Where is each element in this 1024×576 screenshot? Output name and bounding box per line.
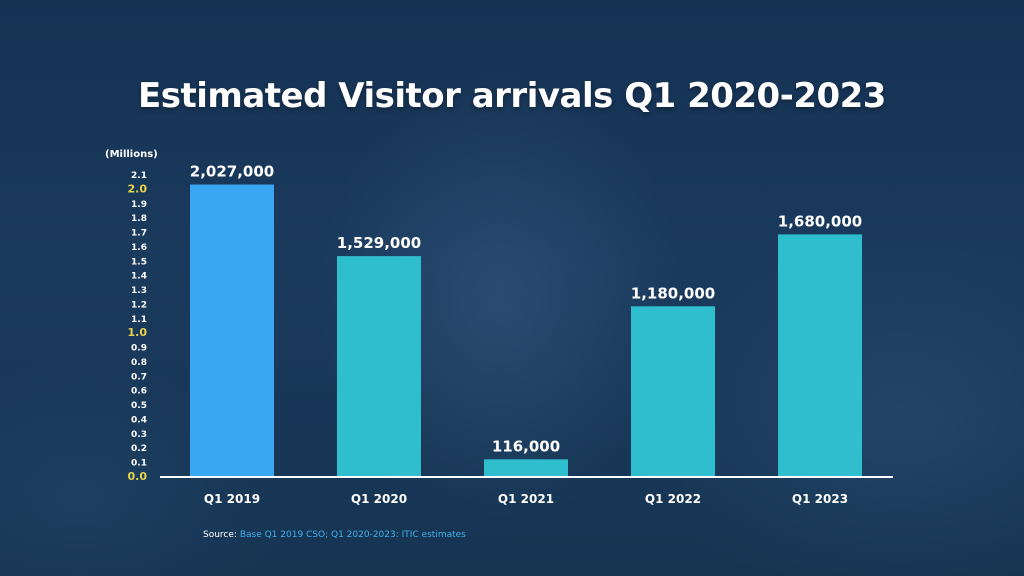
data-label: 1,180,000 [631,284,715,302]
y-tick-label: 0.7 [131,372,147,382]
data-label: 1,529,000 [337,234,421,252]
y-tick-label: 1.9 [131,200,147,210]
data-label: 116,000 [492,437,560,455]
y-tick-label: 1.4 [131,272,147,282]
y-tick-label: 0.8 [131,358,147,368]
y-axis-unit-label: (Millions) [105,149,158,160]
chart-title: Estimated Visitor arrivals Q1 2020-2023 [138,76,886,116]
data-label: 2,027,000 [190,162,274,180]
x-tick-label: Q1 2020 [351,492,407,506]
y-tick-label: 1.6 [131,243,147,253]
bar-q1-2021 [484,459,568,476]
y-tick-label: 2.1 [131,171,147,181]
y-tick-label: 1.3 [131,286,147,296]
source-prefix: Source: [203,530,240,540]
source-text: Base Q1 2019 CSO; Q1 2020-2023: ITIC est… [239,530,466,540]
bars [190,184,862,476]
y-tick-label: 0.0 [128,470,148,483]
y-tick-label: 0.9 [131,344,147,354]
y-axis-ticks: 0.00.1 0.2 0.3 0.4 0.5 0.6 0.7 0.8 0.9 1.01.1 1.2 1… [128,171,148,483]
data-labels: 2,027,000 1,529,000 116,000 1,180,000 1,680,… [190,162,862,455]
x-axis-labels: Q1 2019 Q1 2020 Q1 2021 Q1 2022 Q1 2023 [204,492,848,506]
bar-q1-2022 [631,306,715,476]
bar-q1-2023 [778,234,862,476]
y-tick-label: 1.2 [131,300,147,310]
data-label: 1,680,000 [778,212,862,230]
y-tick-label: 0.3 [131,430,147,440]
y-tick-label: 1.8 [131,214,147,224]
x-tick-label: Q1 2019 [204,492,260,506]
y-tick-label: 1.1 [131,315,147,325]
y-tick-label: 0.6 [131,387,147,397]
y-tick-label: 0.1 [131,459,147,469]
y-tick-label: 1.0 [128,326,148,339]
y-tick-label: 1.7 [131,229,147,239]
source-note: Source: Base Q1 2019 CSO; Q1 2020-2023: … [203,530,466,540]
y-tick-label: 2.0 [128,182,148,195]
y-tick-label: 0.5 [131,401,147,411]
bar-q1-2019 [190,184,274,476]
x-tick-label: Q1 2022 [645,492,701,506]
x-tick-label: Q1 2023 [792,492,848,506]
y-tick-label: 0.2 [131,444,147,454]
bar-q1-2020 [337,256,421,476]
y-tick-label: 0.4 [131,415,147,425]
y-tick-label: 1.5 [131,257,147,267]
x-tick-label: Q1 2021 [498,492,554,506]
